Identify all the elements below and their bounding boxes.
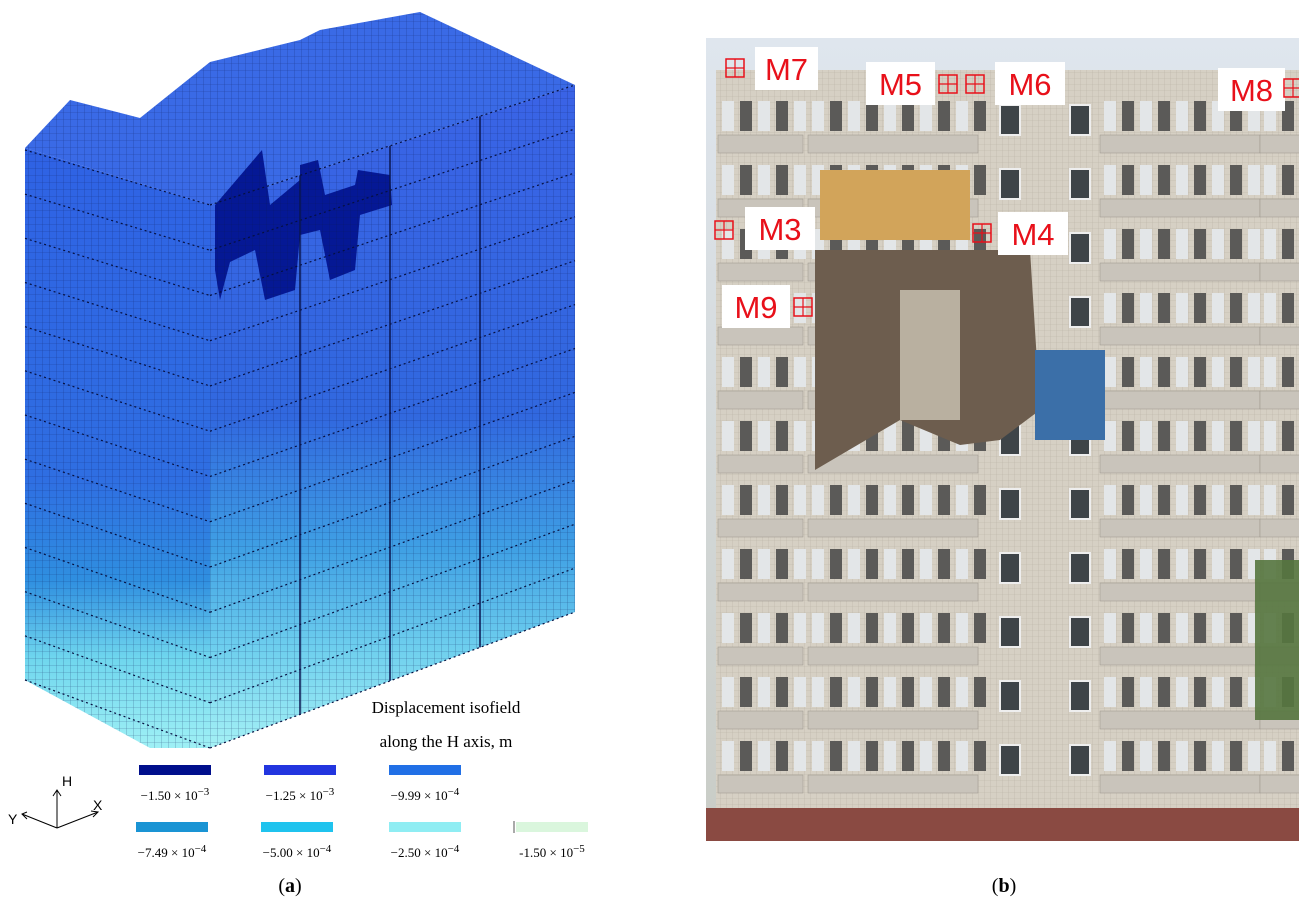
legend-swatch: [389, 765, 461, 775]
marker: [938, 74, 958, 94]
axis-label: Y: [8, 811, 18, 827]
marker-label: M7: [765, 52, 808, 87]
marker-label-box: [1218, 68, 1285, 111]
legend-title: Displacement isofield: [372, 698, 521, 717]
axis-label: X: [93, 797, 103, 813]
marker-label: M8: [1230, 73, 1273, 108]
legend-swatch: [516, 822, 588, 832]
marker-label: M9: [734, 290, 777, 325]
marker: [1283, 78, 1299, 98]
marker-label-box: [998, 212, 1068, 255]
marker-label: M6: [1008, 67, 1051, 102]
marker-label: M4: [1011, 217, 1054, 252]
marker: [965, 74, 985, 94]
marker-label-box: [866, 62, 935, 105]
legend-swatch: [264, 765, 336, 775]
legend-label: −2.50 × 10−4: [391, 843, 460, 860]
legend-label: −1.25 × 10−3: [266, 786, 335, 803]
marker: [725, 58, 745, 78]
photo: M7 M5 M6 M8 M3 M4 M9: [706, 38, 1299, 841]
caption: (b): [992, 875, 1016, 897]
legend-title: along the H axis, m: [380, 732, 513, 751]
marker-label: M5: [879, 67, 922, 102]
axis-triad: [21, 789, 100, 829]
legend-label: −5.00 × 10−4: [263, 843, 332, 860]
legend: −1.50 × 10−3 −1.25 × 10−3 −9.99 × 10−4 −7.4…: [136, 765, 588, 860]
caption: (a): [278, 875, 301, 897]
marker-label-box: [722, 285, 790, 328]
legend-label: -1.50 × 10−5: [519, 843, 585, 860]
marker: [714, 220, 734, 240]
fe-model: [24, 12, 576, 749]
marker-label-box: [995, 62, 1065, 105]
legend-swatch: [389, 822, 461, 832]
axis-label: H: [62, 773, 72, 789]
legend-label: −9.99 × 10−4: [391, 786, 460, 803]
legend-swatch: [261, 822, 333, 832]
marker: [793, 297, 813, 317]
marker-label-box: [755, 47, 818, 90]
legend-swatch: [136, 822, 208, 832]
legend-label: −1.50 × 10−3: [141, 786, 210, 803]
marker-label: M3: [758, 212, 801, 247]
marker: [972, 223, 992, 243]
marker-label-box: [745, 207, 815, 250]
legend-label: −7.49 × 10−4: [138, 843, 207, 860]
legend-swatch: [139, 765, 211, 775]
